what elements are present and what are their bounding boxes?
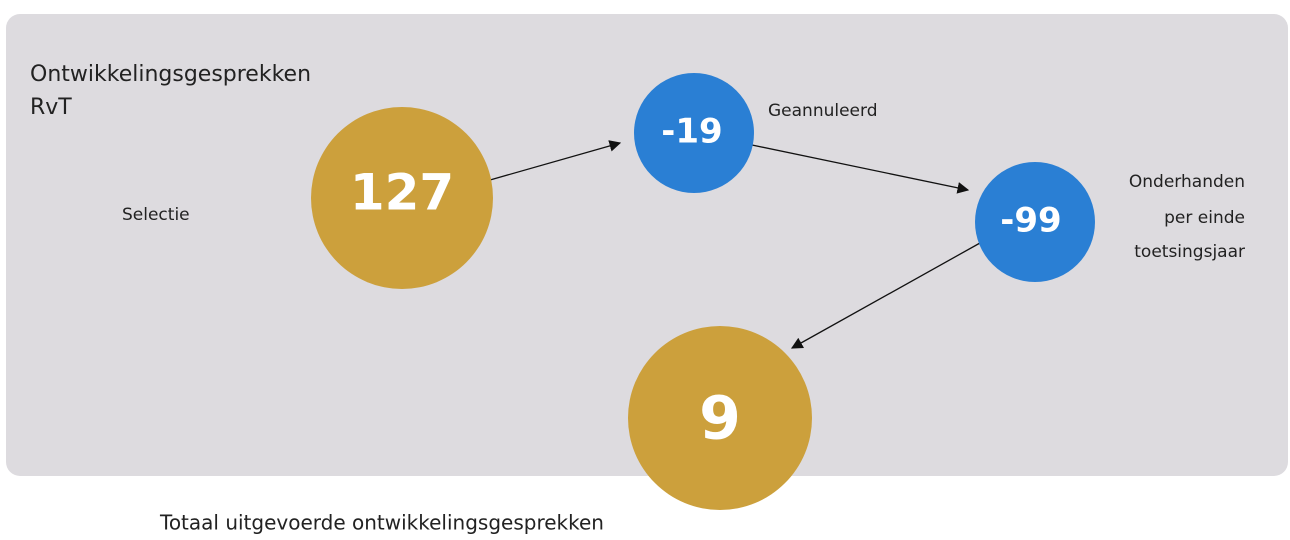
node-value: -99 [1000, 201, 1061, 241]
node-label: per einde [1164, 208, 1245, 228]
node-value: 127 [350, 164, 454, 222]
node-label: Onderhanden [1129, 172, 1245, 192]
node-label: Totaal uitgevoerde ontwikkelingsgesprekk… [159, 511, 604, 535]
arrow [489, 140, 622, 181]
node-value: -19 [661, 112, 722, 152]
node-label: Selectie [122, 205, 190, 225]
node-label: Geannuleerd [768, 101, 878, 121]
node-value: 9 [699, 384, 741, 454]
arrow [790, 242, 981, 349]
node-circle [975, 162, 1095, 282]
title: RvT [30, 95, 72, 120]
title: Ontwikkelingsgesprekken [30, 62, 311, 87]
node-circle [628, 326, 812, 510]
node-circle [634, 73, 754, 193]
node-circle [311, 107, 493, 289]
arrow [751, 144, 970, 194]
node-label: toetsingsjaar [1134, 242, 1245, 262]
panel [6, 14, 1288, 476]
